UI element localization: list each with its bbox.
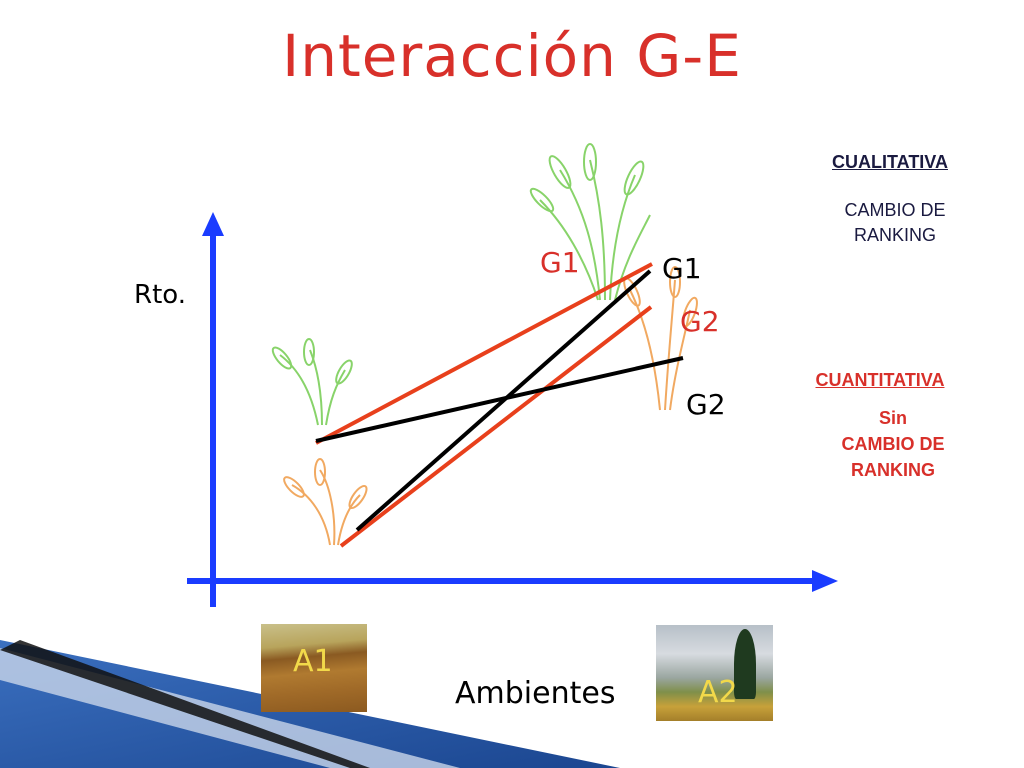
environment-a2-image: A2 <box>656 625 773 721</box>
cuantitativa-description: Sin CAMBIO DE RANKING <box>808 405 978 483</box>
x-axis-label: Ambientes <box>455 676 616 711</box>
cypress-tree-icon <box>734 629 756 699</box>
cualitativa-line-2: RANKING <box>853 225 936 245</box>
x-axis-arrow <box>812 570 838 592</box>
small-orange-wheat-icon <box>283 458 368 546</box>
g2-red-line <box>339 305 653 548</box>
slide-title: Interacción G-E <box>282 22 742 90</box>
cualitativa-description: CAMBIO DE RANKING <box>815 198 975 248</box>
g2-red-label: G2 <box>680 305 720 338</box>
environment-a2-label: A2 <box>698 675 738 710</box>
small-green-wheat-icon <box>271 338 353 426</box>
cuantitativa-line-1: Sin <box>878 408 907 428</box>
y-axis-arrow <box>202 212 224 236</box>
g1-red-label: G1 <box>540 246 580 279</box>
cuantitativa-line-3: RANKING <box>851 460 935 480</box>
orange-wheat-icon <box>623 266 698 411</box>
g1-black-label: G1 <box>662 252 702 285</box>
cuantitativa-line-2: CAMBIO DE <box>841 434 945 454</box>
cuantitativa-heading: CUANTITATIVA <box>815 370 945 390</box>
g2-black-line <box>315 356 684 443</box>
y-axis-label: Rto. <box>134 280 186 310</box>
g2-black-label: G2 <box>686 388 726 421</box>
environment-a1-image: A1 <box>261 624 367 712</box>
cualitativa-line-1: CAMBIO DE <box>844 200 946 220</box>
g1-red-line <box>315 262 653 445</box>
cualitativa-heading: CUALITATIVA <box>832 152 948 172</box>
environment-a1-label: A1 <box>293 644 333 679</box>
